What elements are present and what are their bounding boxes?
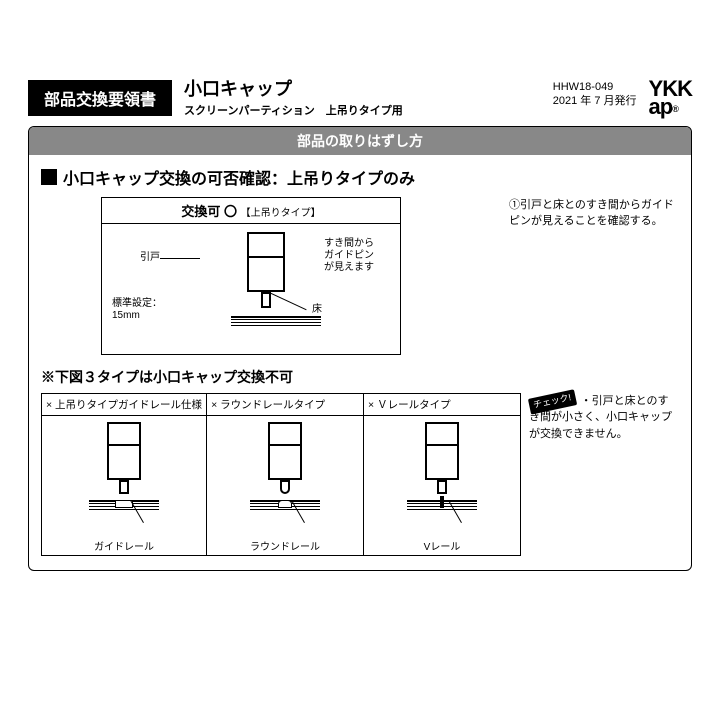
schematic-bar: [425, 444, 459, 446]
schematic-frame: [247, 232, 285, 292]
schematic-bar: [107, 444, 141, 446]
schematic-frame: [107, 422, 141, 480]
doc-header: 部品交換要領書 小口キャップ スクリーンパーティション 上吊りタイプ用 HHW1…: [28, 80, 692, 118]
door-schematic-ok: [211, 232, 321, 347]
section-1-heading: 小口キャップ交換の可否確認：上吊りタイプのみ: [41, 165, 679, 189]
schematic-bar: [268, 444, 302, 446]
ok-diagram: 引戸 すき間から ガイドピン が見えます 標準設定： 15mm 床: [102, 224, 400, 354]
ng-caption-1: ラウンドレール: [207, 536, 363, 555]
ok-row: 交換可 〇 【上吊りタイプ】 引戸 すき間から ガイドピン が見えます 標準設定…: [41, 197, 679, 355]
ng-caption-0: ガイドレール: [42, 536, 206, 555]
main-panel: 部品の取りはずし方 小口キャップ交換の可否確認：上吊りタイプのみ 交換可 〇 【…: [28, 126, 692, 571]
schematic-pin: [119, 480, 129, 494]
schematic-frame: [425, 422, 459, 480]
schematic-frame: [268, 422, 302, 480]
ok-head-sub: 【上吊りタイプ】: [241, 208, 321, 219]
ng-cell-round-rail: × ラウンドレールタイプ ラウンドレール: [207, 394, 364, 555]
content-area: 小口キャップ交換の可否確認：上吊りタイプのみ 交換可 〇 【上吊りタイプ】 引戸…: [29, 155, 691, 570]
leader-door: [160, 258, 200, 259]
schematic-round-rail: [278, 500, 292, 508]
doc-code: HHW18-049 2021 年 7 月発行: [553, 80, 637, 109]
ok-head-main: 交換可 〇: [181, 204, 237, 219]
ng-cell-v-rail: × Ｖレールタイプ Vレール: [364, 394, 520, 555]
registered-mark: ®: [672, 104, 678, 114]
square-bullet-icon: [41, 169, 57, 185]
schematic-pin: [437, 480, 447, 494]
ok-panel: 交換可 〇 【上吊りタイプ】 引戸 すき間から ガイドピン が見えます 標準設定…: [101, 197, 401, 355]
ng-diagram-0: [42, 416, 206, 536]
label-gap: すき間から ガイドピン が見えます: [324, 238, 390, 274]
label-std: 標準設定： 15mm: [112, 298, 162, 322]
schematic-pin: [280, 480, 290, 494]
schematic-hatch: [231, 318, 321, 326]
label-door: 引戸: [140, 252, 160, 264]
door-schematic-guide-rail: [89, 422, 159, 512]
part-subtitle: スクリーンパーティション 上吊りタイプ用: [184, 102, 535, 118]
schematic-bar: [247, 256, 285, 258]
ok-panel-heading: 交換可 〇 【上吊りタイプ】: [102, 198, 400, 224]
part-title: 小口キャップ: [184, 80, 535, 100]
ng-caption-2: Vレール: [364, 536, 520, 555]
check-note: チェック! ・引戸と床とのすき間が小さく、小口キャップが交換できません。: [529, 393, 679, 443]
schematic-v-rail: [440, 496, 444, 508]
doc-type-badge: 部品交換要領書: [28, 80, 172, 116]
ng-table: × 上吊りタイプガイドレール仕様 ガイドレール: [41, 393, 521, 556]
ykk-ap-logo: YKK ap®: [649, 80, 692, 115]
step-1-note: ①引戸と床とのすき間からガイドピンが見えることを確認する。: [509, 197, 679, 230]
ng-row: × 上吊りタイプガイドレール仕様 ガイドレール: [41, 393, 679, 556]
ng-diagram-2: [364, 416, 520, 536]
door-schematic-round-rail: [250, 422, 320, 512]
doc-number: HHW18-049: [553, 80, 637, 94]
door-schematic-v-rail: [407, 422, 477, 512]
removal-heading-bar: 部品の取りはずし方: [29, 127, 691, 155]
schematic-guide-pin: [261, 292, 271, 308]
issue-date: 2021 年 7 月発行: [553, 94, 637, 108]
ng-head-2: × Ｖレールタイプ: [364, 394, 520, 416]
ng-heading: ※下図３タイプは小口キャップ交換不可: [41, 367, 679, 387]
ng-head-0: × 上吊りタイプガイドレール仕様: [42, 394, 206, 416]
ng-cell-guide-rail: × 上吊りタイプガイドレール仕様 ガイドレール: [42, 394, 207, 555]
logo-bottom: ap: [649, 94, 673, 119]
ng-head-1: × ラウンドレールタイプ: [207, 394, 363, 416]
title-block: 小口キャップ スクリーンパーティション 上吊りタイプ用: [184, 80, 535, 118]
section-1-text: 小口キャップ交換の可否確認：上吊りタイプのみ: [63, 165, 415, 189]
ng-diagram-1: [207, 416, 363, 536]
